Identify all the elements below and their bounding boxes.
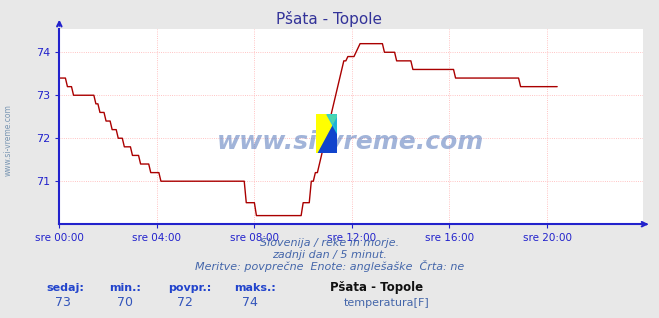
Text: 72: 72 <box>177 296 192 309</box>
Polygon shape <box>316 114 337 153</box>
Polygon shape <box>316 114 337 153</box>
Text: zadnji dan / 5 minut.: zadnji dan / 5 minut. <box>272 250 387 260</box>
Text: Pšata - Topole: Pšata - Topole <box>277 11 382 27</box>
Text: maks.:: maks.: <box>234 283 275 293</box>
Text: www.si-vreme.com: www.si-vreme.com <box>4 104 13 176</box>
Text: povpr.:: povpr.: <box>168 283 212 293</box>
Text: temperatura[F]: temperatura[F] <box>344 298 430 308</box>
Text: 74: 74 <box>243 296 258 309</box>
Text: Pšata - Topole: Pšata - Topole <box>330 281 422 294</box>
Text: Meritve: povprečne  Enote: anglešaške  Črta: ne: Meritve: povprečne Enote: anglešaške Črt… <box>195 260 464 272</box>
Text: Slovenija / reke in morje.: Slovenija / reke in morje. <box>260 238 399 248</box>
Text: 73: 73 <box>55 296 71 309</box>
Text: www.si-vreme.com: www.si-vreme.com <box>217 130 484 154</box>
Text: 70: 70 <box>117 296 133 309</box>
Polygon shape <box>327 114 337 134</box>
Text: sedaj:: sedaj: <box>46 283 84 293</box>
Text: min.:: min.: <box>109 283 140 293</box>
